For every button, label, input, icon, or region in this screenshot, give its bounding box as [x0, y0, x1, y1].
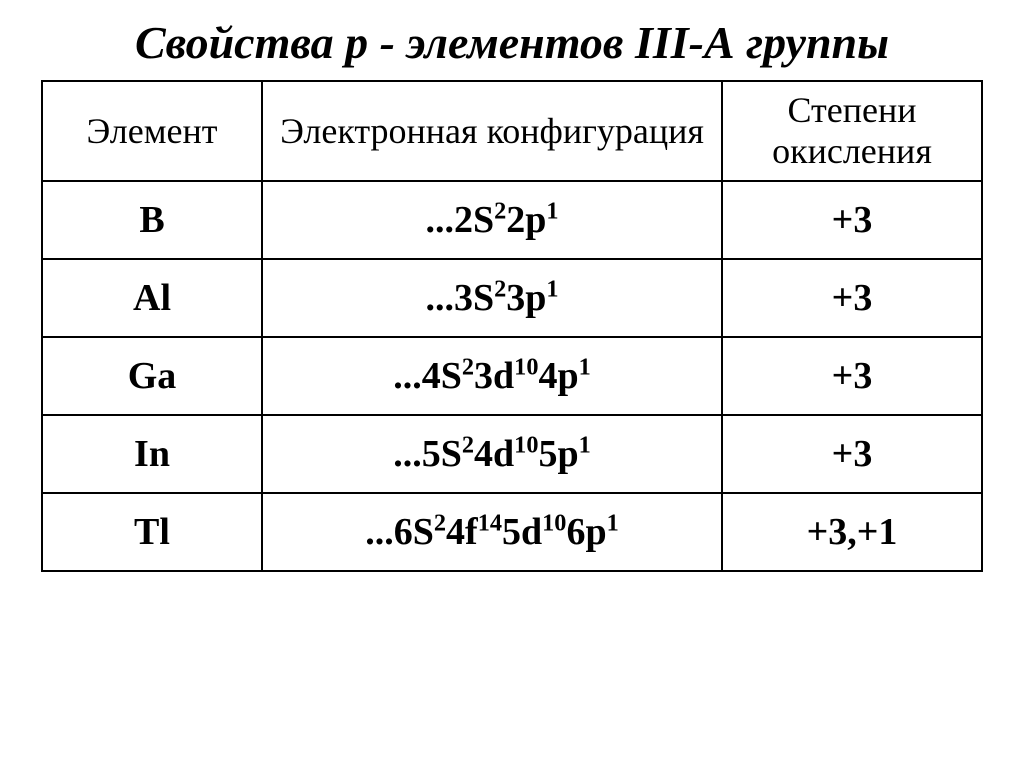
header-config: Электронная конфигурация	[262, 81, 722, 181]
cell-oxidation: +3	[722, 259, 982, 337]
cell-oxidation: +3,+1	[722, 493, 982, 571]
cell-config: ...6S24f145d106p1	[262, 493, 722, 571]
header-oxidation: Степени окисления	[722, 81, 982, 181]
table-body: B...2S22p1+3Al...3S23p1+3Ga...4S23d104p1…	[42, 181, 982, 571]
cell-oxidation: +3	[722, 181, 982, 259]
table-row: Al...3S23p1+3	[42, 259, 982, 337]
cell-config: ...5S24d105p1	[262, 415, 722, 493]
cell-element: B	[42, 181, 262, 259]
cell-config: ...3S23p1	[262, 259, 722, 337]
cell-element: Al	[42, 259, 262, 337]
page-title: Свойства p - элементов III-А группы	[135, 16, 889, 70]
table-row: Ga...4S23d104p1+3	[42, 337, 982, 415]
cell-oxidation: +3	[722, 415, 982, 493]
table-row: In...5S24d105p1+3	[42, 415, 982, 493]
cell-config: ...4S23d104p1	[262, 337, 722, 415]
table-row: B...2S22p1+3	[42, 181, 982, 259]
cell-oxidation: +3	[722, 337, 982, 415]
cell-element: In	[42, 415, 262, 493]
elements-table: Элемент Электронная конфигурация Степени…	[41, 80, 983, 572]
table-row: Tl...6S24f145d106p1+3,+1	[42, 493, 982, 571]
cell-config: ...2S22p1	[262, 181, 722, 259]
header-element: Элемент	[42, 81, 262, 181]
table-header-row: Элемент Электронная конфигурация Степени…	[42, 81, 982, 181]
cell-element: Tl	[42, 493, 262, 571]
cell-element: Ga	[42, 337, 262, 415]
